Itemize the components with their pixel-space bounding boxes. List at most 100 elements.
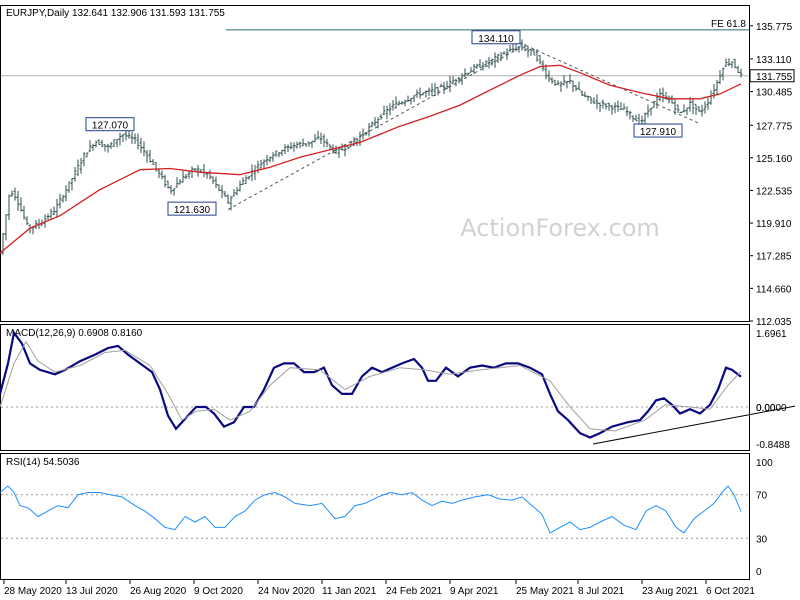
price-bar [418,87,422,99]
price-bar [226,194,230,205]
price-bar [670,95,674,104]
price-bar [655,92,659,109]
price-bar [205,172,209,179]
macd-y-tick-label: 1.6961 [756,329,787,340]
price-bar [157,168,161,179]
x-tick-label: 24 Nov 2020 [258,586,315,597]
price-bar [421,92,425,96]
price-bar [133,133,137,145]
watermark: ActionForex.com [460,214,660,242]
price-bar [577,81,581,91]
price-bar [130,131,134,144]
price-bar [376,117,380,129]
price-bar [361,128,365,140]
price-bar [562,74,566,86]
price-bar [265,155,269,166]
price-bar [277,151,281,158]
price-layer: FE 61.8 127.070 121.630 134.110 127.910 [0,19,749,255]
price-bar [469,67,473,73]
price-bar [373,117,377,127]
trendline-up [227,47,521,210]
price-bar [121,133,125,142]
price-bar [595,94,599,110]
price-panel-frame [0,5,750,322]
price-bar [319,132,323,144]
price-bar [283,144,287,155]
price-y-tick-label: 117.285 [756,252,792,263]
price-bar [571,80,575,93]
price-bar [409,98,413,105]
price-bar [472,63,476,75]
price-bar [76,159,80,177]
price-bar [583,91,587,98]
price-bar [181,170,185,183]
price-bar [400,100,404,105]
price-bar [49,208,53,220]
price-bar [442,81,446,94]
price-bar [625,106,629,117]
price-bar [703,101,707,114]
price-annotation-box [167,201,217,216]
price-y-tick-label: 112.035 [756,317,792,328]
price-bar [535,49,539,62]
price-bar [97,139,101,146]
price-bar [94,140,98,148]
x-tick-label: 9 Oct 2020 [194,586,243,597]
price-bar [544,64,548,80]
price-bar [589,96,593,104]
macd-header: MACD(12,26,9) 0.6908 0.8160 [6,328,143,339]
price-bar [262,159,266,170]
price-bar [646,104,650,118]
price-bar [112,139,116,147]
price-bar [145,149,149,163]
price-bar [118,132,122,146]
price-bar [328,144,332,150]
price-bar [631,115,635,122]
price-bar [403,99,407,107]
price-bar [661,87,665,103]
price-bar [448,76,452,93]
price-bar [616,100,620,112]
price-bar [223,190,227,197]
price-bar [508,44,512,52]
price-bar [388,103,392,116]
price-bar [238,180,242,192]
price-bar [598,102,602,112]
price-bar [337,146,341,158]
price-y-tick-label: 127.775 [756,121,793,132]
price-bar [286,144,290,153]
price-bar [673,99,677,115]
price-bar [679,111,683,114]
price-bar [13,187,17,201]
price-y-tick-label: 133.110 [756,55,792,66]
price-bar [7,194,11,220]
rsi-y-tick-label: 70 [756,491,768,502]
price-bar [685,107,689,116]
price-bar [676,104,680,113]
price-bar [424,90,428,98]
rsi-layer [0,485,749,539]
macd-trendline [592,405,796,445]
price-bar [169,185,173,195]
macd-y-tick-label: 0.00 [756,403,776,414]
price-bar [88,140,92,152]
price-bar [256,160,260,174]
price-bar [433,83,437,96]
price-bar [712,84,716,99]
price-bar [16,190,20,211]
price-bar [289,142,293,150]
price-bar [394,96,398,109]
price-bar [325,138,329,148]
price-y-tick-label: 119.910 [756,219,792,230]
price-bar [610,104,614,115]
price-bar [217,184,221,192]
price-bar [649,107,653,116]
price-annotation-label: 134.110 [478,34,514,45]
price-bar [490,58,494,66]
price-bar [301,138,305,147]
price-bar [460,73,464,85]
price-bar [211,176,215,184]
price-bar [643,112,647,125]
price-bar [601,99,605,109]
price-bar [436,86,440,96]
